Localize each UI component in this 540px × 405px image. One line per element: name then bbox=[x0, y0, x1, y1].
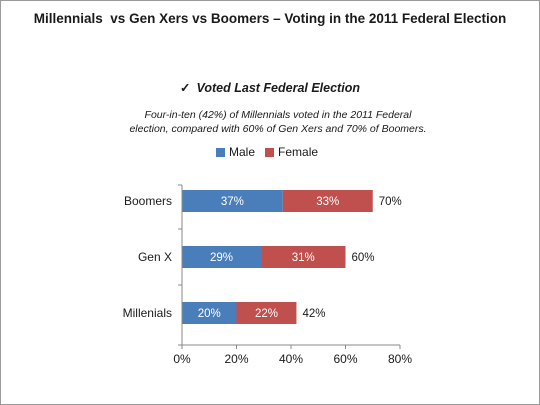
bar-female-1 bbox=[282, 190, 373, 212]
legend-swatch-female bbox=[265, 147, 275, 157]
chart-legend: Male Female bbox=[216, 145, 328, 159]
category-label-2: Gen X bbox=[138, 250, 172, 264]
x-tick-label-4: 60% bbox=[333, 352, 357, 366]
total-label-2: 60% bbox=[352, 252, 375, 264]
x-tick-label-1: 0% bbox=[173, 352, 191, 366]
data-label-male-2: 29% bbox=[210, 252, 233, 264]
data-label-male-1: 37% bbox=[221, 196, 244, 208]
legend-swatch-male bbox=[216, 147, 225, 157]
data-label-female-2: 31% bbox=[292, 252, 315, 264]
category-label-1: Boomers bbox=[124, 194, 172, 208]
bar-female-2 bbox=[261, 246, 346, 268]
checkmark-icon: ✓ bbox=[180, 81, 191, 95]
data-label-female-3: 22% bbox=[255, 308, 278, 320]
x-tick-label-5: 80% bbox=[388, 352, 412, 366]
bar-male-2 bbox=[182, 246, 262, 268]
legend-label-female: Female bbox=[278, 145, 319, 159]
bar-male-1 bbox=[182, 190, 283, 212]
x-tick-label-3: 40% bbox=[279, 352, 303, 366]
category-label-3: Millenials bbox=[123, 306, 172, 320]
chart-subtitle: ✓ Voted Last Federal Election bbox=[0, 80, 540, 95]
x-tick-label-2: 20% bbox=[224, 352, 248, 366]
chart-note-line-1: Four-in-ten (42%) of Millennials voted i… bbox=[144, 109, 412, 121]
legend-item-female: Female bbox=[265, 145, 318, 159]
data-label-female-1: 33% bbox=[316, 196, 339, 208]
page-title: Millennials vs Gen Xers vs Boomers – Vot… bbox=[33, 11, 507, 26]
total-label-3: 42% bbox=[302, 308, 325, 320]
legend-label-male: Male bbox=[229, 145, 256, 159]
data-label-male-3: 20% bbox=[198, 308, 221, 320]
chart-note: Four-in-ten (42%) of Millennials voted i… bbox=[108, 108, 448, 136]
bar-male-3 bbox=[182, 302, 237, 324]
chart-note-line-2: election, compared with 60% of Gen Xers … bbox=[129, 123, 427, 135]
total-label-1: 70% bbox=[379, 196, 402, 208]
legend-item-male: Male bbox=[216, 145, 255, 159]
chart-subtitle-text: Voted Last Federal Election bbox=[196, 81, 360, 95]
bar-female-3 bbox=[236, 302, 297, 324]
